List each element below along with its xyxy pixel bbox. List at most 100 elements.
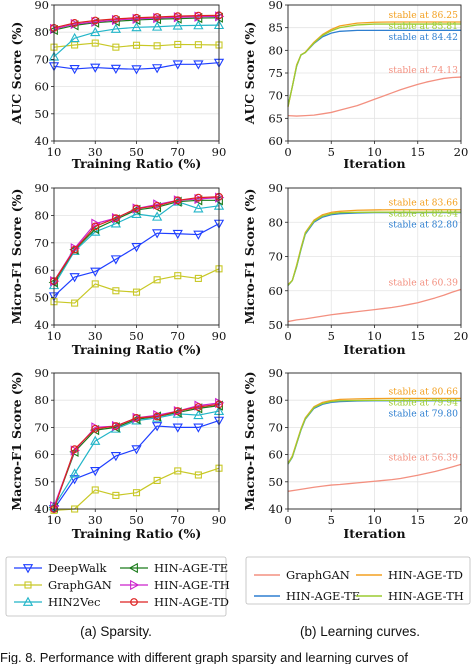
tick-label-x: 10 [47, 329, 62, 343]
legend-label-graphgan: GraphGAN [286, 568, 350, 582]
tick-label-x: 30 [88, 329, 103, 343]
point-graphgan [91, 280, 99, 288]
x-axis-label: Training Ratio (%) [72, 156, 202, 171]
y-axis-label: AUC Score (%) [242, 22, 257, 125]
point-deepwalk [110, 452, 122, 462]
point-hin2vec [151, 211, 163, 221]
tick-label-x: 15 [410, 145, 425, 159]
figure-caption: Fig. 8. Performance with different graph… [0, 650, 408, 664]
tick-label-y: 80 [34, 393, 49, 407]
x-axis-label: Training Ratio (%) [72, 526, 202, 541]
point-hin-age-td [70, 445, 79, 454]
legend-label-hin-age-td: HIN-AGE-TD [154, 595, 229, 609]
point-hin-age-td [153, 412, 162, 421]
chart-sparsity-micro: 40 50 60 70 80 90 10 30 50 70 90 Training Ratio (%)… [9, 181, 226, 357]
tick-label-y: 80 [34, 25, 49, 39]
point-deepwalk [69, 65, 80, 75]
legend-marker-hin-age-td [130, 598, 138, 606]
annotation-stable: stable at 83.66 [389, 198, 459, 209]
annotation-stable: stable at 80.66 [389, 386, 459, 397]
x-axis-label: Iteration [343, 342, 405, 357]
tick-label-x: 0 [284, 513, 291, 527]
tick-label-y: 40 [34, 134, 49, 148]
tick-label-y: 90 [34, 366, 49, 380]
legend-left-box [5, 556, 227, 617]
series-line-graphgan [53, 467, 220, 511]
point-graphgan [153, 276, 161, 284]
tick-label-y: 90 [268, 0, 283, 12]
series-line-graphgan [53, 268, 220, 304]
legend-label-hin-age-te: HIN-AGE-TE [154, 561, 228, 575]
tick-label-x: 20 [454, 513, 469, 527]
legend-marker-hin-age-th [130, 579, 140, 591]
tick-label-y: 50 [34, 291, 49, 305]
tick-label-x: 15 [410, 513, 425, 527]
series-line-deepwalk [53, 420, 220, 510]
x-axis-label: Iteration [343, 526, 405, 541]
tick-label-y: 60 [34, 263, 49, 277]
point-hin2vec [110, 23, 122, 33]
point-hin2vec [151, 21, 163, 31]
point-hin-age-td [153, 13, 162, 21]
point-deepwalk [110, 64, 122, 74]
point-graphgan [112, 287, 120, 295]
point-graphgan [91, 39, 99, 47]
series-line-deepwalk [53, 223, 220, 297]
y-axis-label: Micro-F1 Score (%) [242, 189, 257, 325]
x-axis-label: Iteration [343, 156, 405, 171]
point-deepwalk [110, 255, 122, 265]
legend-label-hin-age-td: HIN-AGE-TD [388, 568, 463, 582]
point-graphgan [112, 43, 120, 51]
annotation-stable: stable at 86.25 [389, 10, 459, 21]
point-hin-age-td [173, 196, 182, 205]
point-hin-age-td [111, 422, 120, 430]
series-line-hin-age-th [287, 23, 462, 107]
legend-label-deepwalk: DeepWalk [48, 561, 108, 575]
series-line-hin2vec [53, 24, 220, 58]
point-deepwalk [172, 423, 183, 433]
legend-marker-hin-age-te [128, 562, 138, 574]
series-line-hin-age-td [53, 196, 220, 282]
tick-label-y: 60 [34, 448, 49, 462]
point-deepwalk [90, 63, 101, 73]
tick-label-y: 60 [268, 448, 283, 462]
point-deepwalk [131, 445, 142, 455]
point-deepwalk [172, 229, 183, 240]
point-graphgan [174, 467, 182, 475]
point-deepwalk [90, 267, 101, 277]
tick-label-x: 50 [129, 329, 144, 343]
series-line-hin-age-te [53, 405, 220, 508]
tick-label-y: 40 [34, 318, 49, 332]
point-hin2vec [90, 435, 101, 445]
tick-label-y: 60 [34, 80, 49, 94]
tick-label-x: 30 [88, 145, 103, 159]
tick-label-y: 60 [268, 134, 283, 148]
point-hin2vec [131, 21, 142, 32]
series-line-graphgan [53, 42, 220, 48]
tick-label-y: 60 [268, 284, 283, 298]
point-hin2vec [172, 20, 183, 30]
point-graphgan [194, 41, 202, 49]
tick-label-y: 80 [268, 215, 283, 229]
tick-label-y: 50 [268, 318, 283, 332]
point-graphgan [132, 489, 141, 497]
tick-label-y: 75 [268, 66, 283, 80]
point-hin-age-td [91, 424, 100, 433]
point-graphgan [112, 491, 120, 499]
point-deepwalk [172, 60, 183, 70]
point-hin-age-td [111, 214, 120, 223]
tick-label-x: 90 [212, 513, 227, 527]
tick-label-x: 0 [284, 329, 291, 343]
series-line-hin-age-te [53, 199, 219, 283]
annotation-stable: stable at 60.39 [389, 277, 459, 288]
legend-label-hin-age-th: HIN-AGE-TH [388, 589, 464, 603]
legend-marker-hin2vec [22, 596, 34, 606]
annotation-stable: stable at 56.39 [389, 452, 459, 463]
point-hin-age-td [91, 222, 100, 231]
tick-label-y: 70 [268, 89, 283, 103]
tick-label-y: 50 [34, 475, 49, 489]
point-hin2vec [90, 26, 101, 37]
tick-label-y: 80 [268, 43, 283, 57]
point-hin-age-td [70, 19, 79, 27]
